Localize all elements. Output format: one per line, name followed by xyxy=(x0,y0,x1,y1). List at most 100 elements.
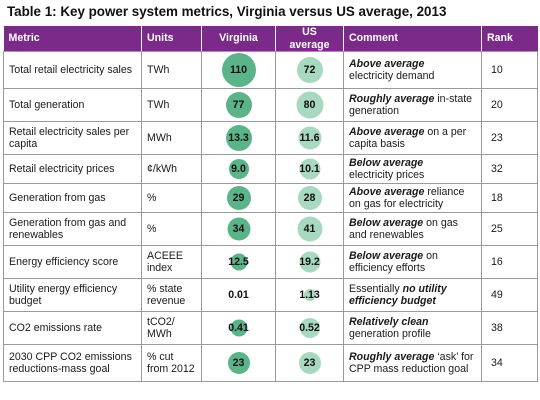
units-cell: % xyxy=(141,183,202,213)
virginia-cell: 9.0 xyxy=(201,154,276,184)
units-cell: % xyxy=(141,212,202,246)
table-row: 2030 CPP CO2 emissions reductions-mass g… xyxy=(3,344,538,382)
metric-cell: CO2 emissions rate xyxy=(3,311,142,345)
table-row: Total generation TWh 77 80 Roughly avera… xyxy=(3,88,538,122)
rank-cell: 32 xyxy=(481,154,538,184)
virginia-cell: 29 xyxy=(201,183,276,213)
comment-emphasis: Relatively clean xyxy=(349,315,429,328)
us-value: 0.52 xyxy=(299,322,320,334)
table-title: Table 1: Key power system metrics, Virgi… xyxy=(7,4,447,19)
virginia-cell: 13.3 xyxy=(201,121,276,155)
us-cell: 80 xyxy=(275,88,344,122)
comment-text: on gas and renewables xyxy=(349,216,458,242)
comment-cell: Below average on efficiency efforts xyxy=(343,245,482,279)
virginia-cell: 77 xyxy=(201,88,276,122)
rank-cell: 25 xyxy=(481,212,538,246)
virginia-value: 77 xyxy=(232,99,245,111)
virginia-value: 12.5 xyxy=(228,256,249,268)
virginia-value: 0.01 xyxy=(228,289,249,301)
us-cell: 1.13 xyxy=(275,278,344,312)
us-cell: 11.6 xyxy=(275,121,344,155)
comment-cell: Above average reliance on gas for electr… xyxy=(343,183,482,213)
comment-text: electricity prices xyxy=(349,169,425,181)
comment-emphasis: Roughly average xyxy=(349,350,435,363)
comment-cell: Above average electricity demand xyxy=(343,51,482,89)
us-cell: 72 xyxy=(275,51,344,89)
virginia-value: 13.3 xyxy=(228,132,249,144)
rank-cell: 18 xyxy=(481,183,538,213)
comment-cell: Roughly average ‘ask’ for CPP mass reduc… xyxy=(343,344,482,382)
metric-cell: Retail electricity prices xyxy=(3,154,142,184)
header-metric: Metric xyxy=(3,26,142,52)
metric-cell: Energy efficiency score xyxy=(3,245,142,279)
comment-text: on a per capita basis xyxy=(349,125,467,151)
virginia-bubble xyxy=(225,125,252,151)
virginia-value: 9.0 xyxy=(231,163,246,175)
virginia-bubble xyxy=(230,253,247,271)
virginia-cell: 0.41 xyxy=(201,311,276,345)
metric-cell: Generation from gas xyxy=(3,183,142,213)
virginia-cell: 12.5 xyxy=(201,245,276,279)
us-bubble xyxy=(299,158,320,180)
virginia-cell: 110 xyxy=(201,51,276,89)
us-cell: 19.2 xyxy=(275,245,344,279)
table-row: Generation from gas and renewables % 34 … xyxy=(3,212,538,246)
us-cell: 10.1 xyxy=(275,154,344,184)
table-row: Energy efficiency score ACEEE index 12.5… xyxy=(3,245,538,279)
metrics-table: Metric Units Virginia US average Comment… xyxy=(3,26,538,382)
header-units: Units xyxy=(141,26,202,52)
comment-emphasis: Below average xyxy=(349,156,424,169)
rank-cell: 20 xyxy=(481,88,538,122)
table-row: Generation from gas % 29 28 Above averag… xyxy=(3,183,538,213)
comment-text: Essentially xyxy=(349,282,400,295)
metric-cell: Utility energy efficiency budget xyxy=(3,278,142,312)
header-row: Metric Units Virginia US average Comment… xyxy=(3,26,538,52)
virginia-bubble xyxy=(227,217,250,241)
us-bubble xyxy=(297,216,322,242)
virginia-value: 110 xyxy=(229,64,248,76)
units-cell: ¢/kWh xyxy=(141,154,202,184)
comment-text: on efficiency efforts xyxy=(349,249,438,275)
us-bubble xyxy=(299,251,320,273)
virginia-cell: 0.01 xyxy=(201,278,276,312)
us-bubble xyxy=(298,352,321,374)
comment-cell: Below average on gas and renewables xyxy=(343,212,482,246)
rank-cell: 10 xyxy=(481,51,538,89)
comment-emphasis: Below average xyxy=(349,249,424,262)
us-value: 1.13 xyxy=(299,289,320,301)
virginia-bubble xyxy=(221,53,256,87)
comment-text: ‘ask’ for CPP mass reduction goal xyxy=(349,350,474,376)
us-value: 41 xyxy=(303,223,316,235)
us-value: 28 xyxy=(303,192,316,204)
us-bubble xyxy=(303,289,316,301)
us-value: 23 xyxy=(303,357,316,369)
us-bubble xyxy=(296,91,323,119)
us-cell: 23 xyxy=(275,344,344,382)
units-cell: ACEEE index xyxy=(141,245,202,279)
us-bubble xyxy=(296,57,323,83)
comment-text: electricity demand xyxy=(349,70,435,82)
header-rank: Rank xyxy=(481,26,538,52)
rank-cell: 23 xyxy=(481,121,538,155)
rank-cell: 49 xyxy=(481,278,538,312)
us-value: 19.2 xyxy=(299,256,320,268)
comment-emphasis: Below average xyxy=(349,216,424,229)
table-row: Utility energy efficiency budget % state… xyxy=(3,278,538,312)
comment-cell: Above average on a per capita basis xyxy=(343,121,482,155)
table-row: Total retail electricity sales TWh 110 7… xyxy=(3,51,538,89)
comment-text: in-state generation xyxy=(349,92,473,118)
comment-cell: Roughly average in-state generation xyxy=(343,88,482,122)
metric-cell: Generation from gas and renewables xyxy=(3,212,142,246)
comment-emphasis: Roughly average xyxy=(349,92,435,105)
us-value: 11.6 xyxy=(299,132,320,144)
comment-emphasis: no utility efficiency budget xyxy=(349,282,447,308)
virginia-bubble xyxy=(228,159,249,179)
us-bubble xyxy=(299,318,320,338)
virginia-bubble xyxy=(225,92,252,118)
us-cell: 28 xyxy=(275,183,344,213)
rank-cell: 34 xyxy=(481,344,538,382)
metric-cell: 2030 CPP CO2 emissions reductions-mass g… xyxy=(3,344,142,382)
virginia-bubble xyxy=(230,319,247,337)
us-bubble xyxy=(298,126,321,150)
units-cell: TWh xyxy=(141,88,202,122)
